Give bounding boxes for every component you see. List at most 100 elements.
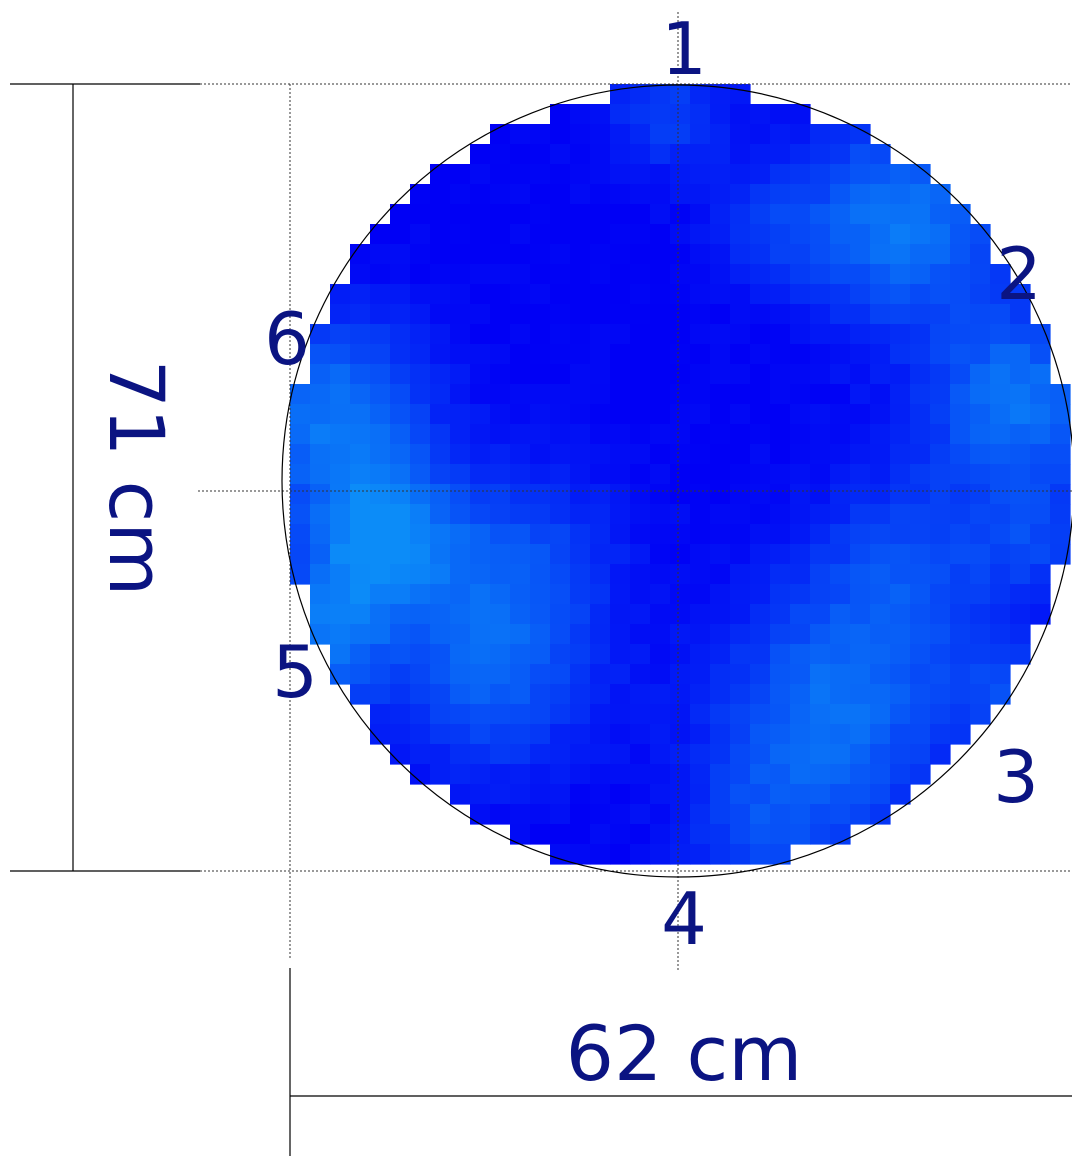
heatmap-cell (650, 84, 671, 105)
heatmap-cell (990, 624, 1011, 645)
heatmap-cell (950, 604, 971, 625)
heatmap-cell (410, 364, 431, 385)
heatmap-cell (410, 244, 431, 265)
heatmap-cell (930, 484, 951, 505)
heatmap-cell (810, 344, 831, 365)
heatmap-cell (690, 104, 711, 125)
heatmap-cell (850, 284, 871, 305)
heatmap-cell (910, 204, 931, 225)
heatmap-cell (630, 124, 651, 145)
heatmap-cell (890, 424, 911, 445)
heatmap-cell (970, 644, 991, 665)
heatmap-cell (310, 324, 331, 345)
heatmap-cell (630, 244, 651, 265)
heatmap-cell (470, 664, 491, 685)
heatmap-cell (670, 84, 691, 105)
heatmap-cell (710, 804, 731, 825)
heatmap-cell (870, 224, 891, 245)
heatmap-cell (470, 224, 491, 245)
heatmap-cell (310, 604, 331, 625)
heatmap-cell (410, 564, 431, 585)
heatmap-cell (430, 744, 451, 765)
heatmap-cell (610, 764, 631, 785)
heatmap-cell (1010, 324, 1031, 345)
heatmap-cell (530, 264, 551, 285)
heatmap-cell (450, 384, 471, 405)
heatmap-cell (350, 684, 371, 705)
heatmap-cell (590, 364, 611, 385)
heatmap-cell (990, 344, 1011, 365)
heatmap-cell (670, 704, 691, 725)
heatmap-cell (950, 504, 971, 525)
heatmap-cell (1030, 564, 1051, 585)
heatmap-cell (950, 624, 971, 645)
heatmap-cell (970, 484, 991, 505)
heatmap-cell (670, 544, 691, 565)
heatmap-cell (790, 744, 811, 765)
heatmap-cell (430, 324, 451, 345)
heatmap-cell (450, 484, 471, 505)
heatmap-cell (710, 204, 731, 225)
heatmap-cell (590, 684, 611, 705)
heatmap-cell (870, 584, 891, 605)
heatmap-cell (550, 564, 571, 585)
heatmap-cell (490, 464, 511, 485)
heatmap-cell (590, 324, 611, 345)
heatmap-cell (650, 184, 671, 205)
heatmap-cell (710, 664, 731, 685)
heatmap-cell (550, 124, 571, 145)
heatmap-cell (550, 284, 571, 305)
heatmap-cell (1030, 424, 1051, 445)
heatmap-cell (770, 524, 791, 545)
heatmap-cell (410, 604, 431, 625)
heatmap-cell (330, 324, 351, 345)
heatmap-cell (830, 544, 851, 565)
heatmap-cell (410, 644, 431, 665)
heatmap-cell (770, 644, 791, 665)
heatmap-cell (990, 484, 1011, 505)
heatmap-cell (770, 124, 791, 145)
heatmap-cell (810, 304, 831, 325)
heatmap-cell (830, 624, 851, 645)
heatmap-cell (450, 624, 471, 645)
heatmap-cell (950, 264, 971, 285)
heatmap-cell (570, 144, 591, 165)
heatmap-cell (630, 804, 651, 825)
heatmap-cell (550, 164, 571, 185)
heatmap-cell (390, 564, 411, 585)
heatmap-cell (630, 584, 651, 605)
heatmap-cell (1030, 604, 1051, 625)
heatmap-cell (930, 504, 951, 525)
heatmap-cell (650, 124, 671, 145)
heatmap-cell (590, 264, 611, 285)
heatmap-cell (710, 284, 731, 305)
heatmap-cell (490, 344, 511, 365)
heatmap-cell (390, 464, 411, 485)
heatmap-cell (950, 284, 971, 305)
heatmap-cell (530, 244, 551, 265)
heatmap-cell (350, 664, 371, 685)
heatmap-cell (570, 224, 591, 245)
heatmap-cell (410, 724, 431, 745)
heatmap-cell (930, 264, 951, 285)
heatmap-cell (390, 224, 411, 245)
heatmap-cell (650, 764, 671, 785)
heatmap-cell (470, 384, 491, 405)
heatmap-cell (530, 364, 551, 385)
heatmap-cell (550, 684, 571, 705)
heatmap-cell (730, 724, 751, 745)
heatmap-cell (610, 704, 631, 725)
heatmap-cell (290, 444, 311, 465)
heatmap-cell (930, 744, 951, 765)
heatmap-cell (490, 684, 511, 705)
heatmap-cell (650, 284, 671, 305)
heatmap-cell (550, 204, 571, 225)
heatmap-cell (830, 664, 851, 685)
heatmap-cell (350, 644, 371, 665)
heatmap-cell (690, 524, 711, 545)
heatmap-cell (810, 264, 831, 285)
heatmap-cell (350, 464, 371, 485)
heatmap-cell (950, 564, 971, 585)
heatmap-cell (810, 644, 831, 665)
heatmap-cell (790, 444, 811, 465)
